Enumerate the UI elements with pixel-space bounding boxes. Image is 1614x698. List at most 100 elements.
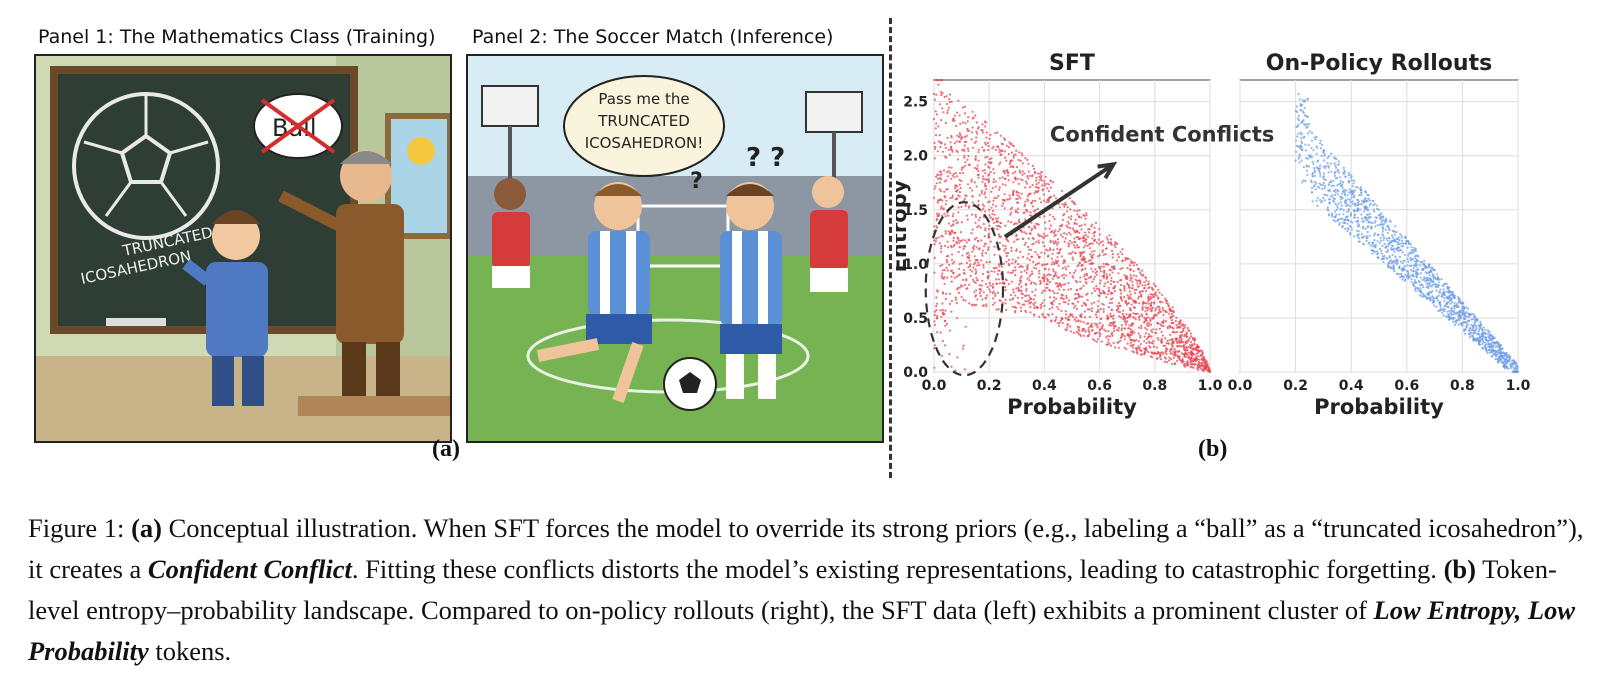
scatter-point — [951, 194, 954, 197]
scatter-point — [1031, 199, 1034, 202]
scatter-point — [1422, 295, 1425, 298]
scatter-point — [1017, 256, 1020, 259]
scatter-point — [1007, 271, 1010, 274]
scatter-point — [1051, 277, 1054, 280]
scatter-point — [1147, 280, 1150, 283]
scatter-point — [1096, 338, 1100, 341]
scatter-point — [1181, 341, 1184, 344]
scatter-point — [987, 236, 990, 239]
scatter-point — [1387, 263, 1390, 266]
scatter-point — [1166, 327, 1169, 330]
scatter-point — [1315, 152, 1318, 155]
scatter-point — [946, 269, 949, 272]
scatter-point — [974, 158, 977, 161]
scatter-point — [936, 201, 939, 204]
scatter-point — [1042, 273, 1045, 276]
scatter-point — [1102, 308, 1105, 311]
scatter-point — [1017, 289, 1020, 293]
scatter-point — [1017, 238, 1020, 241]
scatter-point — [944, 121, 948, 125]
scatter-point — [1057, 308, 1060, 311]
scatter-point — [1432, 275, 1435, 279]
scatter-point — [1066, 324, 1069, 327]
scatter-point — [1301, 99, 1304, 102]
scatter-point — [1492, 345, 1495, 348]
scatter-point — [1119, 267, 1122, 271]
scatter-point — [1121, 312, 1124, 315]
scatter-point — [1160, 293, 1164, 296]
scatter-point — [1125, 303, 1129, 306]
scatter-point — [1021, 162, 1024, 165]
scatter-point — [950, 177, 953, 180]
scatter-point — [1017, 286, 1020, 289]
scatter-point — [1419, 272, 1422, 275]
scatter-point — [1347, 174, 1350, 177]
sublabel-a: (a) — [432, 436, 460, 462]
scatter-point — [1033, 192, 1036, 195]
scatter-point — [1019, 159, 1022, 162]
scatter-point — [993, 245, 996, 248]
scatter-point — [1400, 234, 1403, 237]
scatter-point — [1092, 338, 1095, 341]
scatter-point — [987, 144, 990, 148]
scatter-point — [1078, 333, 1081, 336]
scatter-point — [1333, 197, 1336, 201]
scatter-point — [1446, 310, 1449, 313]
scatter-point — [1004, 245, 1007, 248]
scatter-point — [1374, 216, 1377, 219]
scatter-point — [1129, 297, 1133, 300]
scatter-point — [1006, 174, 1010, 177]
scatter-point — [1322, 178, 1325, 181]
scatter-point — [1086, 335, 1089, 338]
scatter-point — [1391, 261, 1394, 264]
scatter-point — [1138, 290, 1141, 293]
scatter-point — [1442, 288, 1445, 291]
scatter-point — [1044, 289, 1047, 292]
scatter-point — [944, 180, 947, 183]
scatter-point — [990, 206, 993, 209]
scatter-point — [1015, 287, 1018, 290]
scatter-point — [963, 149, 966, 152]
scatter-point — [1138, 302, 1141, 305]
scatter-point — [1171, 362, 1174, 365]
scatter-point — [1027, 245, 1030, 249]
scatter-point — [1051, 306, 1054, 309]
scatter-point — [1058, 283, 1062, 286]
scatter-point — [1461, 324, 1464, 327]
scatter-point — [1492, 344, 1495, 347]
scatter-point — [1323, 159, 1326, 162]
scatter-point — [1038, 175, 1041, 178]
scatter-point — [1046, 249, 1049, 252]
scatter-point — [984, 297, 987, 300]
scatter-point — [1031, 236, 1034, 240]
scatter-point — [1381, 244, 1384, 247]
scatter-point — [1044, 263, 1047, 266]
scatter-point — [953, 176, 956, 179]
scatter-point — [1128, 307, 1131, 310]
scatter-point — [1018, 151, 1021, 154]
scatter-point — [960, 296, 963, 299]
scatter-point — [1015, 209, 1018, 212]
scatter-point — [1362, 219, 1365, 222]
scatter-point — [1324, 165, 1328, 168]
scatter-point — [1450, 309, 1453, 312]
scatter-point — [945, 292, 948, 295]
scatter-point — [966, 129, 969, 132]
scatter-point — [1305, 157, 1308, 160]
scatter-point — [994, 217, 998, 220]
scatter-point — [1382, 216, 1385, 219]
scatter-point — [1414, 289, 1417, 292]
scatter-point — [1137, 332, 1140, 335]
scatter-point — [1445, 296, 1448, 299]
scatter-point — [966, 158, 969, 161]
scatter-point — [1084, 223, 1087, 226]
scatter-point — [1054, 197, 1058, 200]
scatter-point — [948, 93, 952, 96]
scatter-point — [1135, 301, 1138, 304]
scatter-point — [1025, 209, 1028, 212]
scatter-point — [1087, 276, 1090, 279]
scatter-point — [944, 215, 947, 218]
scatter-point — [1074, 304, 1077, 307]
scatter-point — [1503, 354, 1506, 358]
scatter-point — [952, 272, 955, 275]
